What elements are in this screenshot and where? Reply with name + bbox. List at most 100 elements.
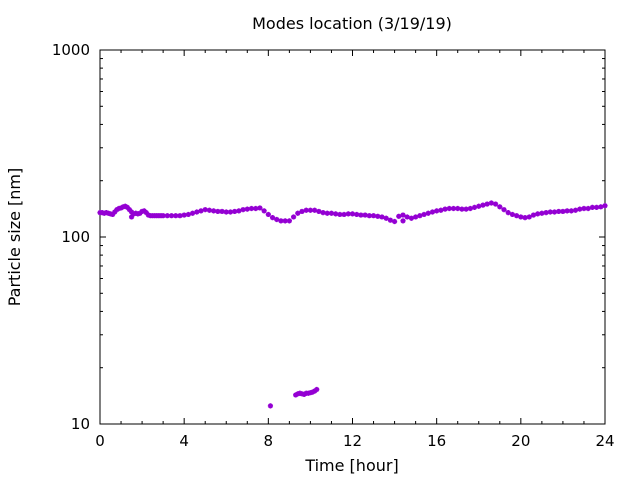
data-point [328, 210, 335, 216]
x-tick-label: 16 [427, 432, 446, 450]
data-point [274, 216, 280, 223]
data-point [324, 210, 330, 216]
data-point [345, 211, 351, 217]
data-point [211, 208, 217, 214]
tick-labels: 0 4 8 12 16 20 24 10 100 1000 [52, 41, 615, 450]
data-point [589, 204, 595, 210]
data-point [379, 214, 385, 220]
data-point [530, 212, 537, 218]
data-point [314, 386, 320, 393]
x-tick-label: 20 [511, 432, 530, 450]
data-point [581, 205, 587, 212]
data-point [307, 207, 314, 213]
data-point [396, 213, 402, 219]
data-point [303, 207, 309, 213]
data-point [112, 209, 118, 215]
data-point [126, 207, 133, 213]
data-point [459, 206, 465, 212]
data-point [560, 208, 566, 215]
data-point [446, 205, 452, 212]
data-point [425, 210, 431, 216]
data-point [450, 205, 457, 212]
data-point [168, 213, 175, 219]
data-point [341, 211, 347, 218]
data-point [602, 203, 608, 209]
data-point [278, 218, 284, 224]
data-point [417, 213, 423, 219]
data-point [232, 208, 238, 215]
x-tick-label: 24 [595, 432, 614, 450]
data-point [535, 211, 541, 217]
data-point [295, 210, 301, 216]
data-point [551, 209, 558, 215]
data-point [476, 203, 482, 209]
data-point [526, 214, 532, 220]
data-point [568, 208, 574, 214]
data-point [173, 213, 179, 219]
data-point [137, 210, 143, 216]
data-point [198, 208, 204, 214]
data-point [442, 206, 448, 212]
data-point [455, 205, 461, 212]
data-point [383, 215, 389, 221]
data-point [267, 403, 274, 409]
data-point [202, 207, 208, 213]
data-point [354, 211, 360, 218]
data-point [556, 208, 562, 215]
data-point [143, 210, 149, 216]
data-point [219, 208, 225, 215]
data-point [387, 217, 393, 223]
data-point [110, 211, 116, 218]
data-point [585, 205, 591, 212]
data-point [484, 201, 490, 207]
data-point [598, 204, 604, 210]
data-point [471, 204, 478, 210]
data-point [421, 211, 427, 218]
data-point [391, 218, 398, 225]
x-tick-label: 12 [343, 432, 362, 450]
data-point [362, 212, 368, 218]
x-axis-label: Time [hour] [304, 456, 398, 475]
data-point [400, 218, 406, 224]
data-point [429, 209, 436, 215]
data-point [375, 213, 381, 219]
data-point [177, 213, 183, 219]
data-point [181, 212, 187, 218]
data-point [299, 208, 305, 215]
data-point [215, 208, 221, 215]
y-tick-label: 10 [71, 415, 90, 433]
data-point [253, 205, 259, 212]
data-point [463, 206, 469, 212]
data-point [539, 210, 545, 216]
data-point [189, 210, 196, 216]
y-tick-label: 100 [61, 228, 90, 246]
data-point [543, 210, 549, 216]
data-point [320, 210, 326, 216]
data-point [522, 214, 528, 221]
data-point [223, 209, 229, 215]
data-point [269, 214, 276, 221]
data-point [194, 209, 200, 215]
data-point [413, 214, 419, 220]
x-tick-label: 0 [95, 432, 105, 450]
data-point [505, 210, 511, 216]
y-axis-label: Particle size [nm] [5, 168, 24, 307]
data-point [514, 213, 520, 219]
data-point [240, 207, 246, 213]
data-point [206, 207, 213, 213]
data-point [358, 212, 364, 218]
data-point [593, 204, 600, 210]
data-point [518, 214, 524, 220]
data-point [282, 218, 288, 224]
axis-ticks [99, 49, 606, 425]
data-point [434, 208, 440, 214]
x-tick-label: 4 [179, 432, 189, 450]
data-point [577, 206, 583, 212]
data-point [337, 211, 343, 218]
data-point [480, 202, 486, 208]
data-point [408, 215, 415, 221]
x-tick-label: 8 [264, 432, 274, 450]
data-point [564, 208, 570, 214]
data-point [141, 208, 147, 214]
data-point [244, 206, 250, 212]
